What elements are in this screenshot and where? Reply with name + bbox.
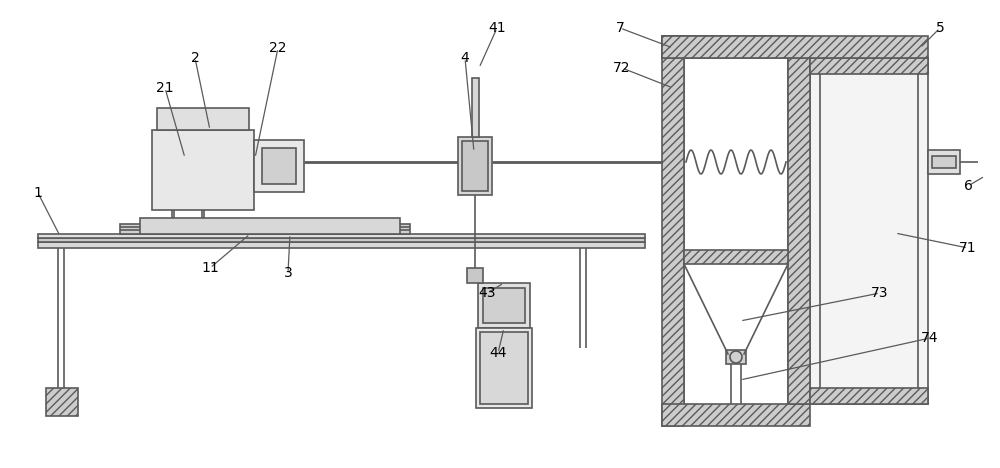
Text: 2: 2: [191, 51, 199, 65]
Bar: [478, 283, 530, 328]
Bar: [662, 36, 928, 58]
Bar: [483, 288, 525, 323]
Bar: [46, 388, 78, 416]
Bar: [480, 332, 528, 404]
Bar: [476, 328, 532, 408]
Circle shape: [730, 351, 742, 363]
Text: 72: 72: [613, 61, 631, 75]
Text: 41: 41: [488, 21, 506, 35]
Bar: [726, 350, 746, 364]
Text: 74: 74: [921, 331, 939, 345]
Text: 11: 11: [201, 261, 219, 275]
Bar: [928, 150, 960, 174]
Bar: [467, 268, 483, 283]
Bar: [788, 58, 810, 404]
Bar: [662, 404, 810, 426]
Bar: [810, 58, 928, 404]
Bar: [140, 218, 400, 234]
Bar: [120, 224, 410, 234]
Text: 73: 73: [871, 286, 889, 300]
Text: 5: 5: [936, 21, 944, 35]
Bar: [458, 137, 492, 195]
Text: 21: 21: [156, 81, 174, 95]
Text: 43: 43: [478, 286, 496, 300]
Bar: [462, 141, 488, 191]
Bar: [662, 36, 684, 426]
Text: 1: 1: [34, 186, 42, 200]
Bar: [254, 140, 304, 192]
Polygon shape: [140, 224, 400, 234]
Text: 71: 71: [959, 241, 977, 255]
Text: 3: 3: [284, 266, 292, 280]
Text: 44: 44: [489, 346, 507, 360]
Bar: [472, 78, 479, 137]
Bar: [152, 130, 254, 210]
Bar: [662, 36, 810, 58]
Bar: [810, 388, 928, 404]
Text: 4: 4: [461, 51, 469, 65]
Bar: [684, 250, 788, 264]
Text: 7: 7: [616, 21, 624, 35]
Bar: [932, 156, 956, 168]
Text: 6: 6: [964, 179, 972, 193]
Bar: [38, 238, 645, 242]
Bar: [810, 58, 928, 74]
Bar: [38, 242, 645, 248]
Text: 22: 22: [269, 41, 287, 55]
Bar: [262, 148, 296, 184]
Bar: [38, 234, 645, 238]
Bar: [157, 108, 249, 130]
